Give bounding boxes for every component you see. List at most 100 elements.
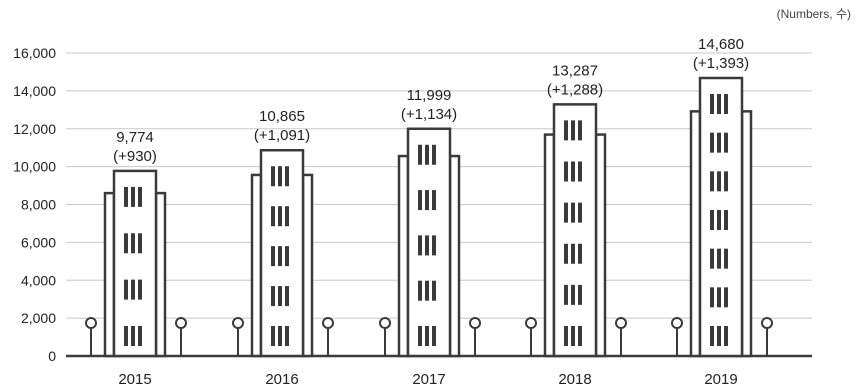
window [717, 93, 721, 114]
window [271, 286, 275, 307]
window [717, 132, 721, 153]
window [271, 326, 275, 346]
lamp-head [85, 317, 97, 329]
window [432, 280, 436, 301]
window [724, 209, 728, 230]
window [418, 190, 422, 211]
change-label: (+1,393) [693, 55, 749, 72]
window [564, 284, 568, 305]
window [271, 206, 275, 227]
window [710, 326, 714, 346]
window [285, 206, 289, 227]
window [578, 243, 582, 264]
window [571, 202, 575, 223]
window [271, 246, 275, 267]
x-tick-label: 2016 [265, 371, 298, 388]
window [425, 235, 429, 256]
window [710, 171, 714, 192]
change-label: (+1,134) [401, 106, 457, 123]
y-tick-label: 14,000 [13, 83, 56, 99]
window [724, 326, 728, 346]
window [710, 132, 714, 153]
lamp-head [671, 317, 683, 329]
window [717, 209, 721, 230]
building-wing-right [740, 110, 753, 358]
value-label: 9,774 [116, 129, 154, 146]
x-tick-label: 2017 [412, 371, 445, 388]
lamp-head [379, 317, 391, 329]
window [285, 326, 289, 346]
window [571, 284, 575, 305]
window [571, 120, 575, 141]
y-tick-label: 10,000 [13, 159, 56, 175]
lamp-head [232, 317, 244, 329]
window [564, 120, 568, 141]
window [432, 235, 436, 256]
lamp-head [322, 317, 334, 329]
value-label: 14,680 [698, 36, 744, 53]
window [425, 326, 429, 346]
window [571, 161, 575, 182]
lamp-head [615, 317, 627, 329]
building-wing-right [594, 133, 607, 358]
window [571, 326, 575, 346]
window [564, 202, 568, 223]
window [285, 286, 289, 307]
window [425, 144, 429, 165]
window [124, 279, 128, 300]
unit-label: (Numbers, 수) [776, 7, 851, 21]
building-wing-right [301, 173, 314, 358]
building-wing-left [250, 173, 263, 358]
y-tick-label: 4,000 [21, 272, 56, 288]
x-tick-label: 2018 [558, 371, 591, 388]
lamp-head [175, 317, 187, 329]
window [131, 233, 135, 254]
window [710, 93, 714, 114]
lamp-head [469, 317, 481, 329]
window [578, 284, 582, 305]
window [131, 186, 135, 207]
y-tick-label: 8,000 [21, 197, 56, 213]
window [710, 209, 714, 230]
y-tick-label: 16,000 [13, 45, 56, 61]
window [717, 287, 721, 308]
window [278, 166, 282, 187]
window [717, 248, 721, 269]
window [564, 326, 568, 346]
value-label: 11,999 [407, 87, 452, 104]
change-label: (+1,288) [547, 81, 603, 98]
window [710, 287, 714, 308]
change-label: (+930) [113, 148, 157, 165]
window [432, 144, 436, 165]
building-wing-left [103, 191, 116, 358]
window [425, 190, 429, 211]
x-tick-label: 2019 [704, 371, 737, 388]
building-wing-left [543, 133, 556, 358]
window [278, 246, 282, 267]
y-tick-label: 2,000 [21, 310, 56, 326]
lamp-head [761, 317, 773, 329]
window [578, 120, 582, 141]
window [278, 286, 282, 307]
window [138, 279, 142, 300]
window [285, 166, 289, 187]
window [285, 246, 289, 267]
window [418, 280, 422, 301]
window [278, 206, 282, 227]
y-tick-label: 6,000 [21, 234, 56, 250]
window [138, 186, 142, 207]
window [271, 166, 275, 187]
window [724, 287, 728, 308]
window [432, 190, 436, 211]
window [138, 233, 142, 254]
window [564, 243, 568, 264]
window [432, 326, 436, 346]
window [724, 93, 728, 114]
window [564, 161, 568, 182]
window [724, 248, 728, 269]
window [418, 144, 422, 165]
window [724, 132, 728, 153]
window [124, 233, 128, 254]
window [578, 161, 582, 182]
window [578, 202, 582, 223]
